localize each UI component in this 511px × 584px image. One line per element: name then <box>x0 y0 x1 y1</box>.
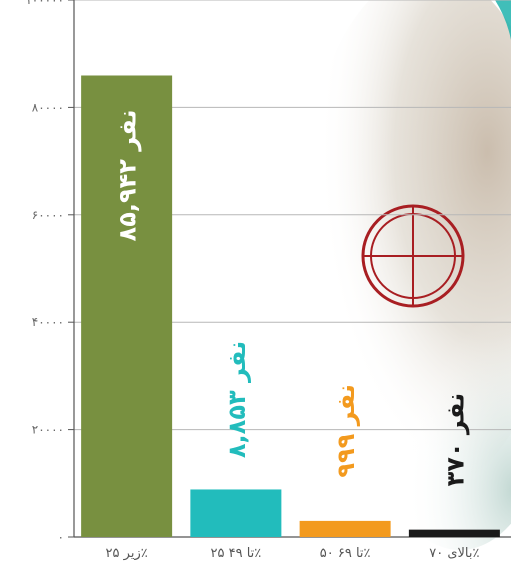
y-tick-label: ۲۰۰۰۰ <box>32 423 64 437</box>
background-artwork <box>300 0 511 550</box>
y-tick-label: ۱۰۰۰۰۰ <box>25 0 64 7</box>
bar <box>81 75 173 538</box>
bar <box>299 520 391 537</box>
bar-value-label: ۳۷۰ نفر <box>441 393 469 487</box>
bar <box>190 489 282 537</box>
bar-value-label: ۸,۸۵۳ نفر <box>223 341 251 458</box>
category-label: بالای ۷۰٪ <box>429 546 479 561</box>
bars <box>81 75 500 538</box>
y-tick-label: ۶۰۰۰۰ <box>32 208 64 222</box>
y-tick-label: ۴۰۰۰۰ <box>32 315 64 329</box>
y-tick-labels: ۰ ۲۰۰۰۰ ۴۰۰۰۰ ۶۰۰۰۰ ۸۰۰۰۰ ۱۰۰۰۰۰ <box>25 0 74 544</box>
category-label: ۲۵ تا ۴۹٪ <box>210 546 261 561</box>
category-label: زیر ۲۵٪ <box>106 546 148 561</box>
bar <box>408 529 500 537</box>
category-label: ۵۰ تا ۶۹٪ <box>320 546 371 561</box>
bar-value-label: ۹۹۹ نفر <box>332 384 360 478</box>
crosshair-target-icon <box>361 204 465 308</box>
y-tick-label: ۸۰۰۰۰ <box>32 100 64 114</box>
category-labels: زیر ۲۵٪ ۲۵ تا ۴۹٪ ۵۰ تا ۶۹٪ بالای ۷۰٪ <box>106 546 480 561</box>
bar-data-labels: ۸۵,۹۴۲ نفر ۸,۸۵۳ نفر ۹۹۹ نفر ۳۷۰ نفر <box>114 110 470 487</box>
y-tick-label: ۰ <box>58 530 64 544</box>
bar-value-label: ۸۵,۹۴۲ نفر <box>114 110 142 242</box>
